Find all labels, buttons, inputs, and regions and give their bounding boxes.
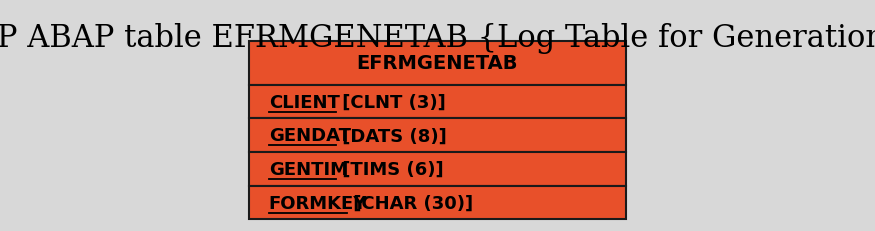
Text: GENDAT: GENDAT bbox=[269, 127, 351, 145]
Bar bbox=[249, 152, 626, 186]
Text: CLIENT: CLIENT bbox=[269, 93, 340, 111]
Text: GENTIM: GENTIM bbox=[269, 160, 347, 178]
Text: FORMKEY: FORMKEY bbox=[269, 194, 367, 212]
Bar bbox=[249, 119, 626, 152]
Text: [TIMS (6)]: [TIMS (6)] bbox=[336, 160, 444, 178]
Bar bbox=[249, 85, 626, 119]
Text: SAP ABAP table EFRMGENETAB {Log Table for Generations}: SAP ABAP table EFRMGENETAB {Log Table fo… bbox=[0, 23, 875, 54]
Text: [CLNT (3)]: [CLNT (3)] bbox=[336, 93, 445, 111]
Text: [DATS (8)]: [DATS (8)] bbox=[336, 127, 446, 145]
Bar bbox=[249, 42, 626, 85]
Text: [CHAR (30)]: [CHAR (30)] bbox=[347, 194, 473, 212]
Text: EFRMGENETAB: EFRMGENETAB bbox=[357, 54, 518, 73]
Bar bbox=[249, 186, 626, 219]
